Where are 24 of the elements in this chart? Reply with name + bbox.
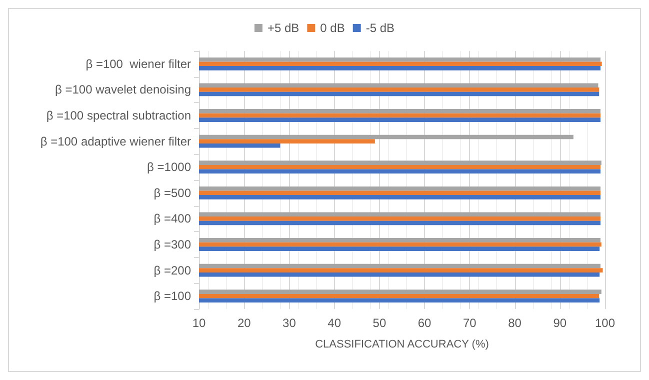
y-tick-label: β =100: [154, 289, 192, 304]
legend-label: +5 dB: [267, 21, 300, 35]
y-tick-label: β =500: [154, 186, 192, 200]
x-tick-label: 10: [192, 316, 206, 330]
y-tick-label: β =200: [154, 263, 192, 278]
legend-label: -5 dB: [366, 21, 395, 35]
y-tick-label: β =300: [154, 238, 192, 252]
x-tick-label: 50: [372, 316, 386, 330]
x-tick-label: 30: [282, 316, 296, 330]
y-tick-label: β =100 spectral subtraction: [46, 108, 191, 122]
x-tick-label: 100: [594, 316, 616, 330]
x-tick-label: 90: [553, 316, 567, 330]
x-tick-label: 20: [237, 316, 252, 330]
y-tick-label: β =100 wavelet denoising: [55, 82, 191, 97]
y-tick-label: β =100 wiener filter: [86, 56, 191, 71]
x-tick-label: 70: [462, 316, 477, 330]
x-tick-label: 60: [418, 316, 432, 330]
x-tick-label: 40: [328, 316, 342, 330]
y-tick-label: β =400: [154, 212, 192, 226]
x-axis-title: CLASSIFICATION ACCURACY (%): [315, 338, 489, 350]
x-tick-label: 80: [508, 316, 522, 330]
y-tick-label: β =100 adaptive wiener filter: [40, 134, 192, 148]
legend-label: 0 dB: [320, 21, 345, 35]
y-tick-label: β =1000: [147, 160, 192, 174]
